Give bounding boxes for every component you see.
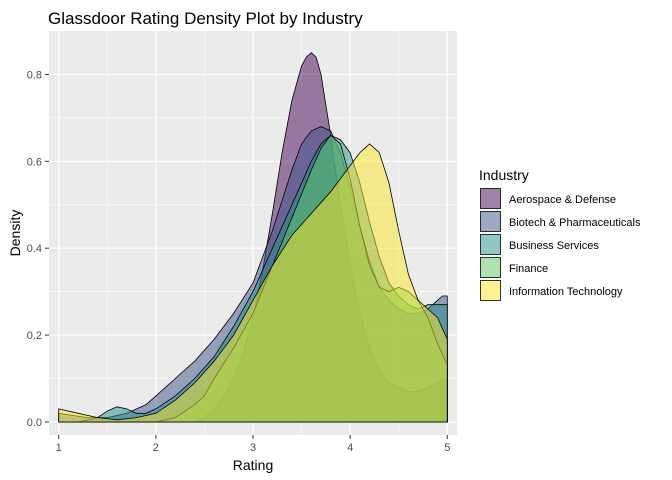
y-axis-title: Density bbox=[7, 210, 23, 257]
legend-label: Aerospace & Defense bbox=[509, 194, 616, 206]
legend-swatch bbox=[480, 211, 501, 232]
legend-label: Finance bbox=[509, 263, 548, 275]
y-tick-label: 0.0 bbox=[27, 417, 42, 429]
legend-swatch bbox=[480, 234, 501, 255]
x-tick-label: 3 bbox=[250, 442, 256, 454]
legend-label: Business Services bbox=[509, 240, 599, 252]
legend-title: Industry bbox=[479, 167, 529, 183]
legend: Industry Aerospace & Defense Biotech & Ph… bbox=[479, 167, 641, 301]
x-tick-label: 2 bbox=[153, 442, 159, 454]
y-tick-label: 0.2 bbox=[27, 330, 42, 342]
y-axis: 0.0 0.2 0.4 0.6 0.8 bbox=[27, 69, 49, 429]
x-axis: 1 2 3 4 5 bbox=[56, 435, 450, 454]
x-tick-label: 4 bbox=[347, 442, 353, 454]
x-axis-title: Rating bbox=[233, 457, 273, 473]
legend-label: Biotech & Pharmaceuticals bbox=[509, 217, 641, 229]
legend-label: Information Technology bbox=[509, 286, 623, 298]
legend-swatch bbox=[480, 188, 501, 209]
legend-items: Aerospace & Defense Biotech & Pharmaceuti… bbox=[480, 188, 641, 301]
y-tick-label: 0.8 bbox=[27, 69, 42, 81]
chart-title: Glassdoor Rating Density Plot by Industr… bbox=[48, 9, 363, 28]
density-area bbox=[58, 143, 448, 423]
legend-swatch bbox=[480, 280, 501, 301]
y-tick-label: 0.6 bbox=[27, 156, 42, 168]
x-tick-label: 5 bbox=[444, 442, 450, 454]
x-tick-label: 1 bbox=[56, 442, 62, 454]
density-series bbox=[58, 52, 448, 423]
y-tick-label: 0.4 bbox=[27, 243, 42, 255]
legend-swatch bbox=[480, 257, 501, 278]
